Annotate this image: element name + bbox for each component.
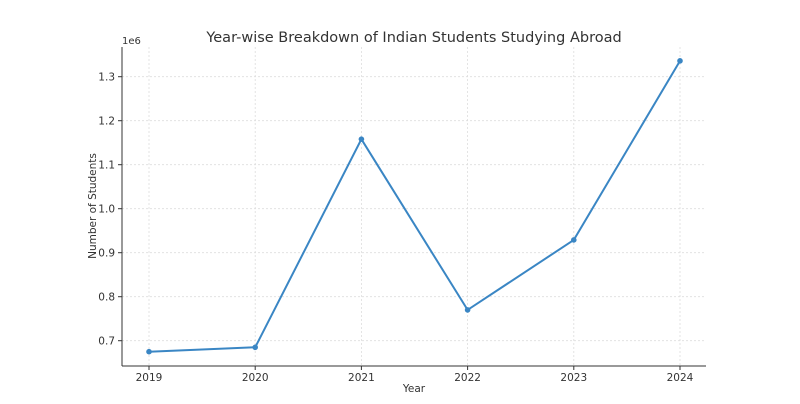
y-tick-label: 1.2 — [98, 116, 115, 128]
x-tick-label: 2020 — [242, 372, 269, 384]
series-line — [148, 60, 681, 353]
x-tick-label: 2019 — [136, 372, 163, 384]
x-tick-label: 2024 — [667, 372, 694, 384]
y-tick-label: 0.7 — [98, 336, 115, 348]
x-tick-label: 2023 — [560, 372, 587, 384]
y-axis-label: Number of Students — [87, 153, 99, 259]
y-tick-label: 1.3 — [98, 72, 115, 84]
data-point-2024 — [677, 58, 683, 64]
data-point-2021 — [358, 136, 365, 142]
y-tick-label: 0.9 — [98, 248, 115, 260]
chart-title: Year-wise Breakdown of Indian Students S… — [205, 30, 621, 46]
x-tick-label: 2022 — [454, 372, 481, 384]
data-point-2019 — [146, 348, 152, 355]
y-offset-label: 1e6 — [122, 36, 141, 47]
data-point-2022 — [464, 307, 471, 313]
y-tick-label: 1.1 — [98, 160, 115, 172]
x-axis-label: Year — [402, 383, 426, 395]
data-point-2020 — [252, 344, 258, 351]
x-tick-label: 2021 — [348, 372, 375, 384]
y-tick-label: 1.0 — [98, 204, 115, 216]
y-tick-label: 0.8 — [98, 292, 115, 304]
data-point-2023 — [571, 237, 577, 243]
